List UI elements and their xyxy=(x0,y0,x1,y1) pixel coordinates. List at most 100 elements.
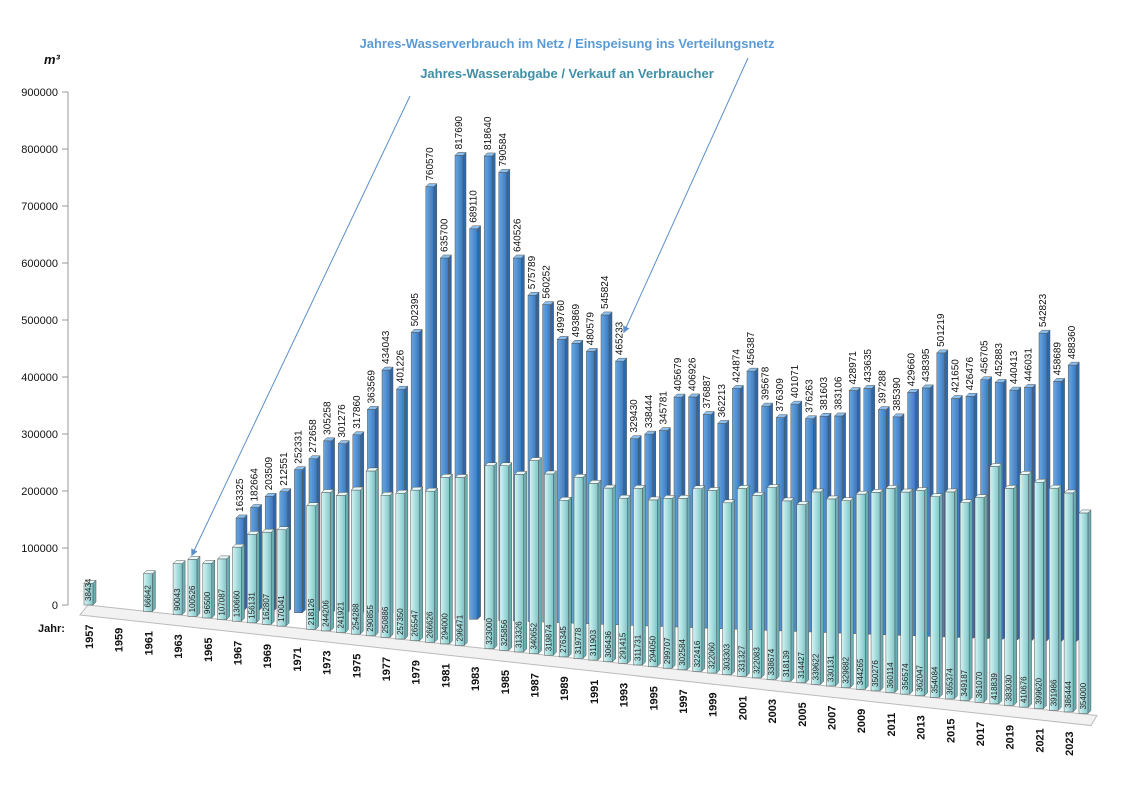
bar-series2 xyxy=(1033,478,1048,710)
x-tick-label: 1977 xyxy=(381,657,393,681)
bar-series2 xyxy=(692,485,706,673)
data-label-series1: 488360 xyxy=(1067,325,1078,359)
x-tick-label: 1987 xyxy=(530,673,542,697)
data-label-series2: 218126 xyxy=(307,598,316,625)
x-tick-label: 1997 xyxy=(678,689,690,713)
bar-series1 xyxy=(468,225,482,620)
data-label-series2: 250886 xyxy=(381,606,390,633)
data-label-series1: 499760 xyxy=(556,300,567,334)
bar-series2 xyxy=(766,484,780,681)
x-axis-label: Jahr: xyxy=(38,623,65,635)
bar-series2 xyxy=(528,456,543,655)
data-label-series2: 340652 xyxy=(530,622,539,649)
data-label-series1: 790584 xyxy=(498,133,509,167)
data-label-series2: 162807 xyxy=(262,593,271,620)
data-label-series2: 311731 xyxy=(633,634,642,661)
data-label-series2: 276345 xyxy=(559,626,568,653)
y-tick-label: 900000 xyxy=(21,87,58,99)
data-label-series1: 689110 xyxy=(469,190,480,223)
data-label-series2: 323000 xyxy=(485,617,494,644)
bar-series2 xyxy=(840,497,854,689)
bar-series2 xyxy=(677,494,691,671)
data-label-series1: 406926 xyxy=(688,357,699,391)
y-tick-label: 0 xyxy=(52,600,58,612)
data-label-series2: 96500 xyxy=(203,591,212,614)
bar-series2 xyxy=(276,526,290,627)
bar-series2 xyxy=(825,495,840,687)
bar-series2 xyxy=(499,462,513,651)
bar-series2 xyxy=(603,484,617,663)
data-label-series1: 301276 xyxy=(337,404,348,438)
data-label-series2: 350276 xyxy=(871,660,880,687)
x-tick-label: 2021 xyxy=(1034,728,1046,752)
data-label-series2: 66642 xyxy=(143,585,152,608)
y-tick-label: 300000 xyxy=(21,429,58,441)
data-label-series2: 266626 xyxy=(426,611,435,638)
bar-series2 xyxy=(439,473,454,645)
data-label-series1: 305258 xyxy=(323,401,334,435)
bar-series2 xyxy=(217,555,231,621)
bar-series2 xyxy=(172,560,186,616)
data-label-series2: 354000 xyxy=(1079,682,1088,709)
data-label-series1: 542823 xyxy=(1038,293,1049,327)
data-label-series2: 362047 xyxy=(916,664,925,691)
data-label-series1: 640526 xyxy=(512,218,523,252)
bar-series2 xyxy=(514,470,528,653)
data-label-series1: 363569 xyxy=(366,370,377,404)
y-axis-unit: m³ xyxy=(44,52,61,67)
data-label-series2: 296471 xyxy=(455,614,464,641)
data-label-series1: 345781 xyxy=(658,391,669,425)
bar-series2 xyxy=(647,496,661,668)
bar-series2 xyxy=(781,497,795,682)
data-label-series1: 383106 xyxy=(834,376,845,410)
data-label-series1: 376887 xyxy=(702,375,713,409)
x-tick-label: 1975 xyxy=(351,654,363,678)
data-label-series1: 433635 xyxy=(863,349,874,383)
data-label-series1: 575789 xyxy=(527,255,538,289)
data-label-series1: 405679 xyxy=(673,357,684,391)
data-label-series2: 325856 xyxy=(500,619,509,646)
x-tick-label: 1957 xyxy=(84,625,96,649)
x-tick-label: 2013 xyxy=(916,715,928,739)
data-label-series1: 429660 xyxy=(907,353,918,387)
bar-series2 xyxy=(751,491,765,679)
bar-series2 xyxy=(796,500,810,684)
bar-series2 xyxy=(335,491,350,634)
data-label-series2: 329882 xyxy=(841,656,850,683)
data-label-series2: 349187 xyxy=(960,669,969,696)
floor xyxy=(79,604,1098,727)
data-label-series2: 294000 xyxy=(440,613,449,640)
x-tick-label: 1985 xyxy=(500,670,512,694)
x-tick-label: 1971 xyxy=(292,647,304,671)
x-tick-label: 2015 xyxy=(945,718,957,742)
data-label-series2: 386444 xyxy=(1064,681,1073,708)
bar-series2 xyxy=(885,484,899,694)
x-tick-label: 1995 xyxy=(648,686,660,710)
data-label-series2: 319778 xyxy=(574,627,583,654)
data-label-series1: 381603 xyxy=(819,376,830,410)
x-tick-label: 2009 xyxy=(856,709,868,733)
x-tick-label: 1959 xyxy=(114,628,126,652)
data-label-series2: 399620 xyxy=(1034,677,1043,704)
data-label-series1: 635700 xyxy=(439,218,450,252)
data-label-series2: 338674 xyxy=(767,648,776,675)
x-tick-label: 2011 xyxy=(886,713,898,737)
data-label-series1: 438395 xyxy=(921,348,932,382)
bar-series2 xyxy=(929,493,944,698)
data-label-series2: 290855 xyxy=(366,605,375,632)
bar-series2 xyxy=(662,494,676,669)
data-label-series1: 401071 xyxy=(790,364,801,398)
data-label-series1: 465233 xyxy=(615,321,626,355)
x-tick-label: 2005 xyxy=(797,702,809,726)
data-label-series2: 302584 xyxy=(678,639,687,666)
data-label-series1: 458689 xyxy=(1053,342,1064,376)
data-label-series1: 434043 xyxy=(381,330,392,364)
bar-series2 xyxy=(350,486,364,635)
data-label-series1: 545824 xyxy=(600,275,611,309)
series1-pointer-arrow xyxy=(191,95,411,557)
data-label-series1: 426476 xyxy=(965,357,976,391)
y-tick-label: 600000 xyxy=(21,258,58,270)
x-tick-label: 1965 xyxy=(203,637,215,661)
data-label-series1: 480579 xyxy=(585,312,596,346)
